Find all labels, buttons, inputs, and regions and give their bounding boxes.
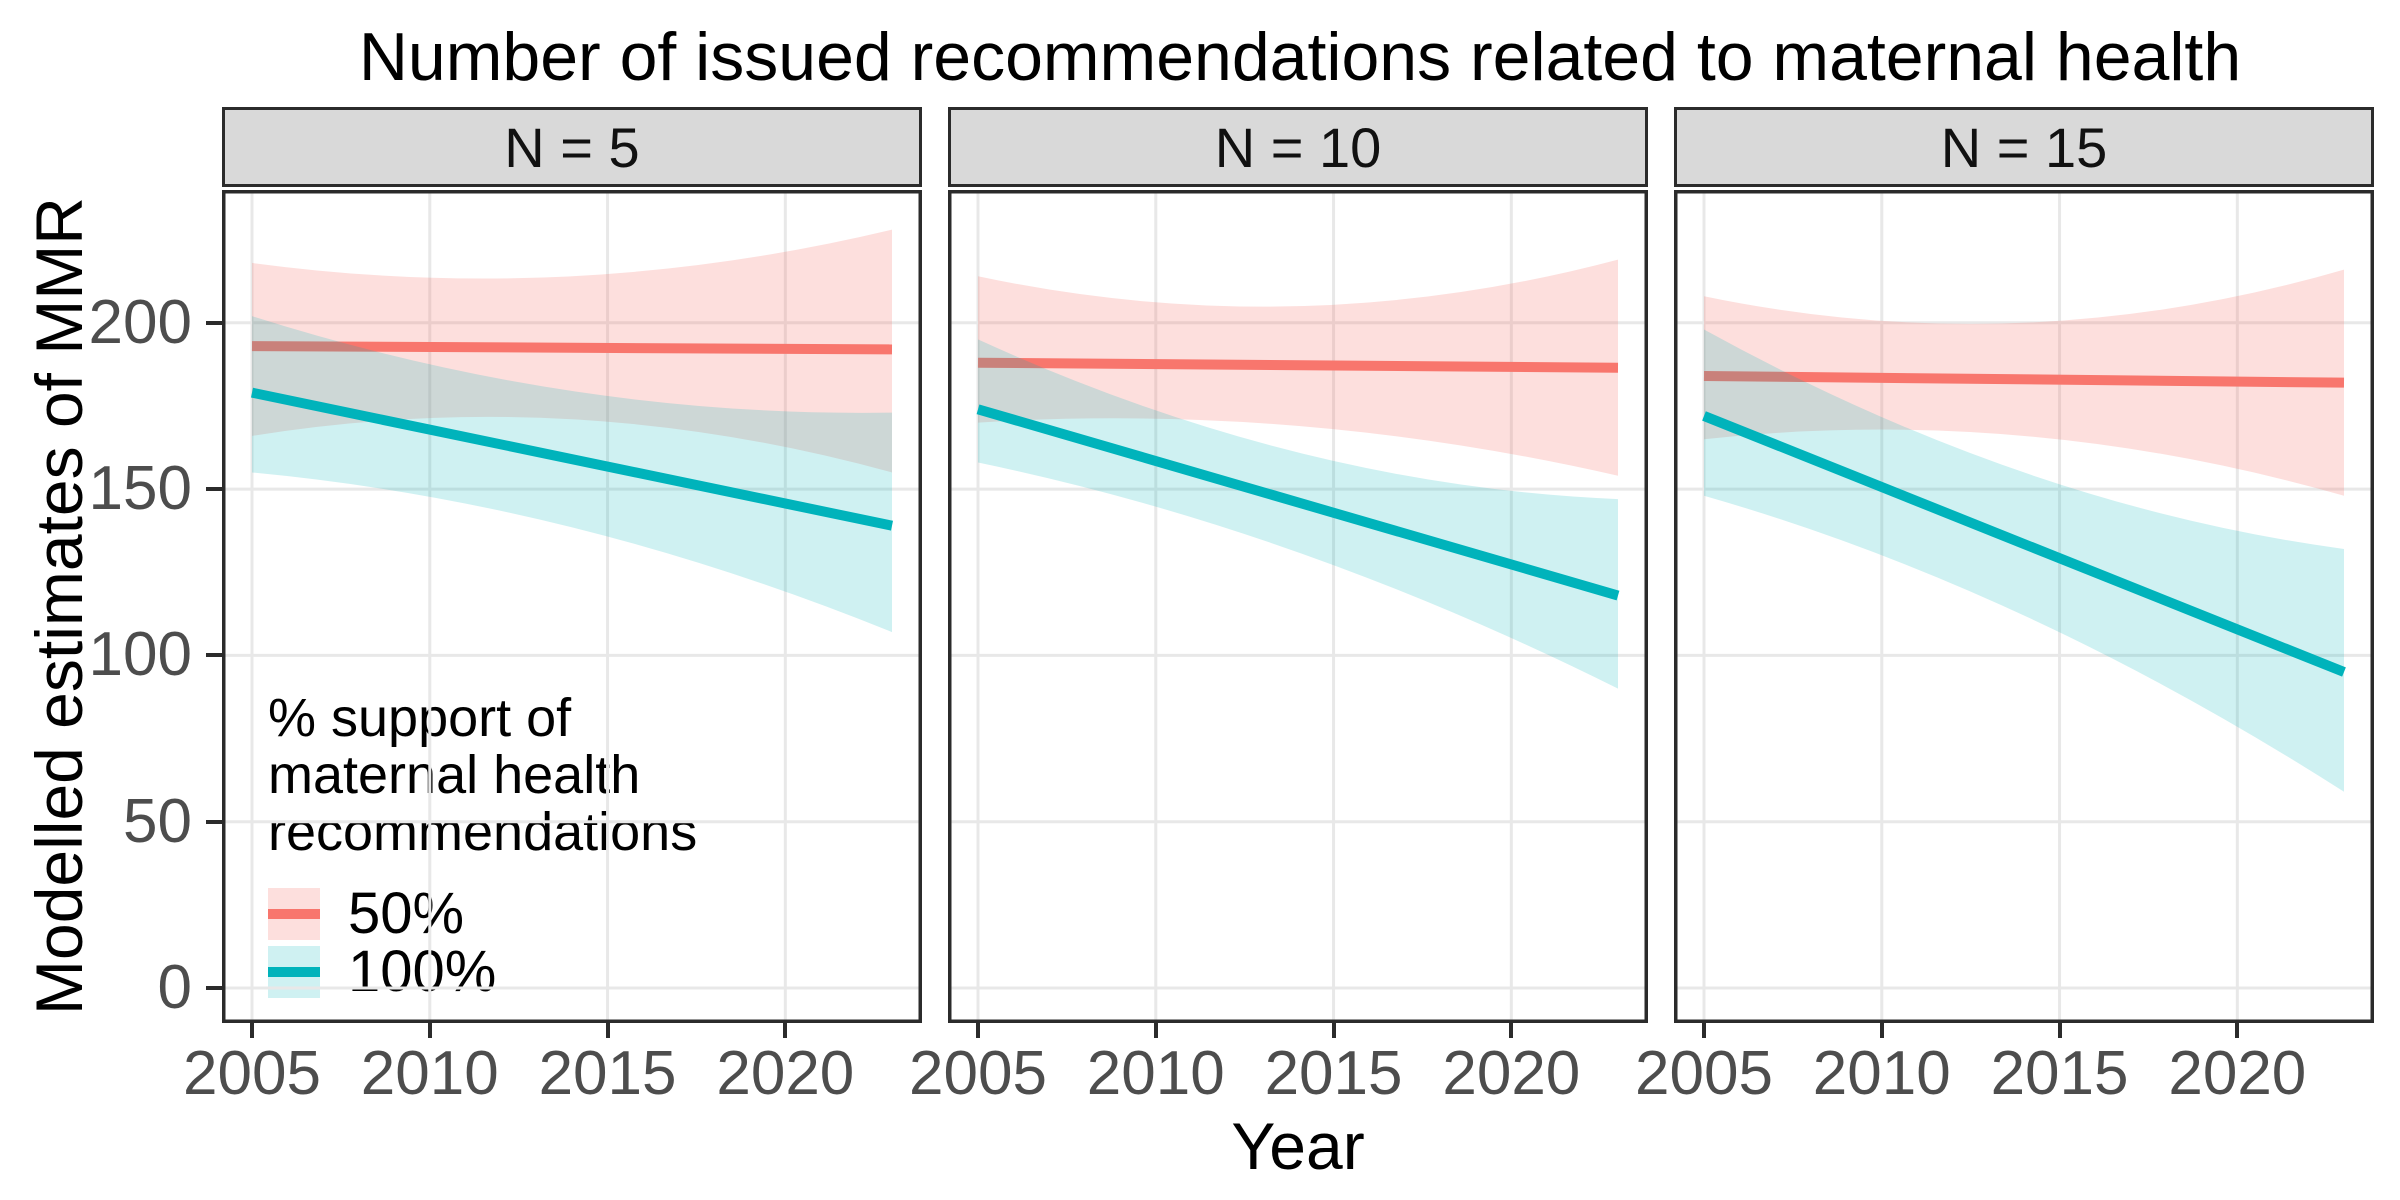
- x-axis-tick: [427, 1023, 432, 1038]
- x-axis-tick-label: 2015: [1264, 1039, 1403, 1108]
- facet-strip: N = 5: [222, 107, 922, 187]
- trend-line-100%: [250, 387, 894, 531]
- x-axis-tick-label: 2010: [1812, 1039, 1951, 1108]
- facet-strip-label: N = 15: [1940, 115, 2108, 179]
- trend-line-100%: [976, 404, 1620, 601]
- y-axis-tick: [206, 653, 222, 658]
- y-axis-tick-label: 150: [88, 454, 192, 524]
- trend-line-50%: [1703, 371, 2345, 388]
- legend-label-100: 100%: [348, 939, 497, 1004]
- x-axis-tick-label: 2005: [183, 1039, 321, 1108]
- x-axis-tick: [2235, 1023, 2240, 1038]
- trend-line-100%: [1702, 411, 2346, 677]
- panel-2: [948, 190, 1648, 1023]
- y-axis-tick-label: 100: [88, 620, 192, 690]
- legend-title-line-3: recommendations: [268, 802, 698, 862]
- trend-line-50%: [251, 341, 893, 355]
- panel-border: [222, 190, 922, 1023]
- x-axis-tick: [250, 1023, 254, 1038]
- x-axis-tick-label: 2020: [1442, 1039, 1581, 1108]
- x-axis-tick: [1702, 1023, 1706, 1038]
- panel-border: [948, 190, 1648, 1023]
- x-axis-tick: [1331, 1023, 1336, 1038]
- y-axis-tick: [206, 487, 222, 492]
- x-axis-tick-label: 2015: [1990, 1039, 2129, 1108]
- x-axis-tick-label: 2010: [1086, 1039, 1225, 1108]
- legend-key-line-50: [268, 908, 320, 919]
- x-axis-tick: [783, 1023, 788, 1038]
- facet-strip: N = 15: [1674, 107, 2374, 187]
- chart-title: Number of issued recommendations related…: [358, 19, 2242, 95]
- y-axis-tick-label: 200: [88, 287, 192, 357]
- y-axis-tick-label: 0: [157, 953, 192, 1022]
- confidence-ribbon-100%: [1704, 329, 2344, 792]
- legend-label-50: 50%: [348, 881, 465, 946]
- x-axis-tick: [1879, 1023, 1884, 1038]
- facet-strip: N = 10: [948, 107, 1648, 187]
- panel-3: [1674, 190, 2374, 1023]
- x-axis-tick: [2057, 1023, 2062, 1038]
- legend-key-50: [268, 887, 320, 940]
- x-axis-tick: [605, 1023, 610, 1038]
- legend-key-line-100: [268, 966, 320, 977]
- confidence-ribbon-100%: [978, 339, 1618, 689]
- x-axis-tick: [1153, 1023, 1158, 1038]
- panel-1: [222, 190, 922, 1023]
- legend-title-line-2: maternal health: [268, 745, 641, 805]
- y-axis-tick: [206, 819, 222, 824]
- x-axis-tick-label: 2020: [716, 1039, 855, 1108]
- x-axis-tick: [976, 1023, 980, 1038]
- y-axis-tick-label: 50: [123, 786, 192, 856]
- legend-title-line-1: % support of: [268, 688, 572, 748]
- x-axis-tick-label: 2010: [360, 1039, 499, 1108]
- y-axis-tick: [206, 320, 222, 325]
- x-axis-title: Year: [1231, 1109, 1365, 1183]
- x-axis-tick-label: 2020: [2168, 1039, 2307, 1108]
- panel-border: [1674, 190, 2374, 1023]
- y-axis-tick: [206, 986, 222, 990]
- facet-strip-label: N = 5: [504, 115, 640, 179]
- confidence-ribbon-100%: [252, 316, 892, 633]
- legend-entry-50: 50%: [268, 880, 464, 947]
- x-axis-tick-label: 2015: [538, 1039, 677, 1108]
- x-axis-tick-label: 2005: [1635, 1039, 1773, 1108]
- x-axis-tick-label: 2005: [909, 1039, 1047, 1108]
- trend-line-50%: [977, 357, 1619, 373]
- legend-title: % support of maternal health recommendat…: [268, 690, 697, 861]
- x-axis-tick: [1509, 1023, 1514, 1038]
- facet-strip-label: N = 10: [1214, 115, 1382, 179]
